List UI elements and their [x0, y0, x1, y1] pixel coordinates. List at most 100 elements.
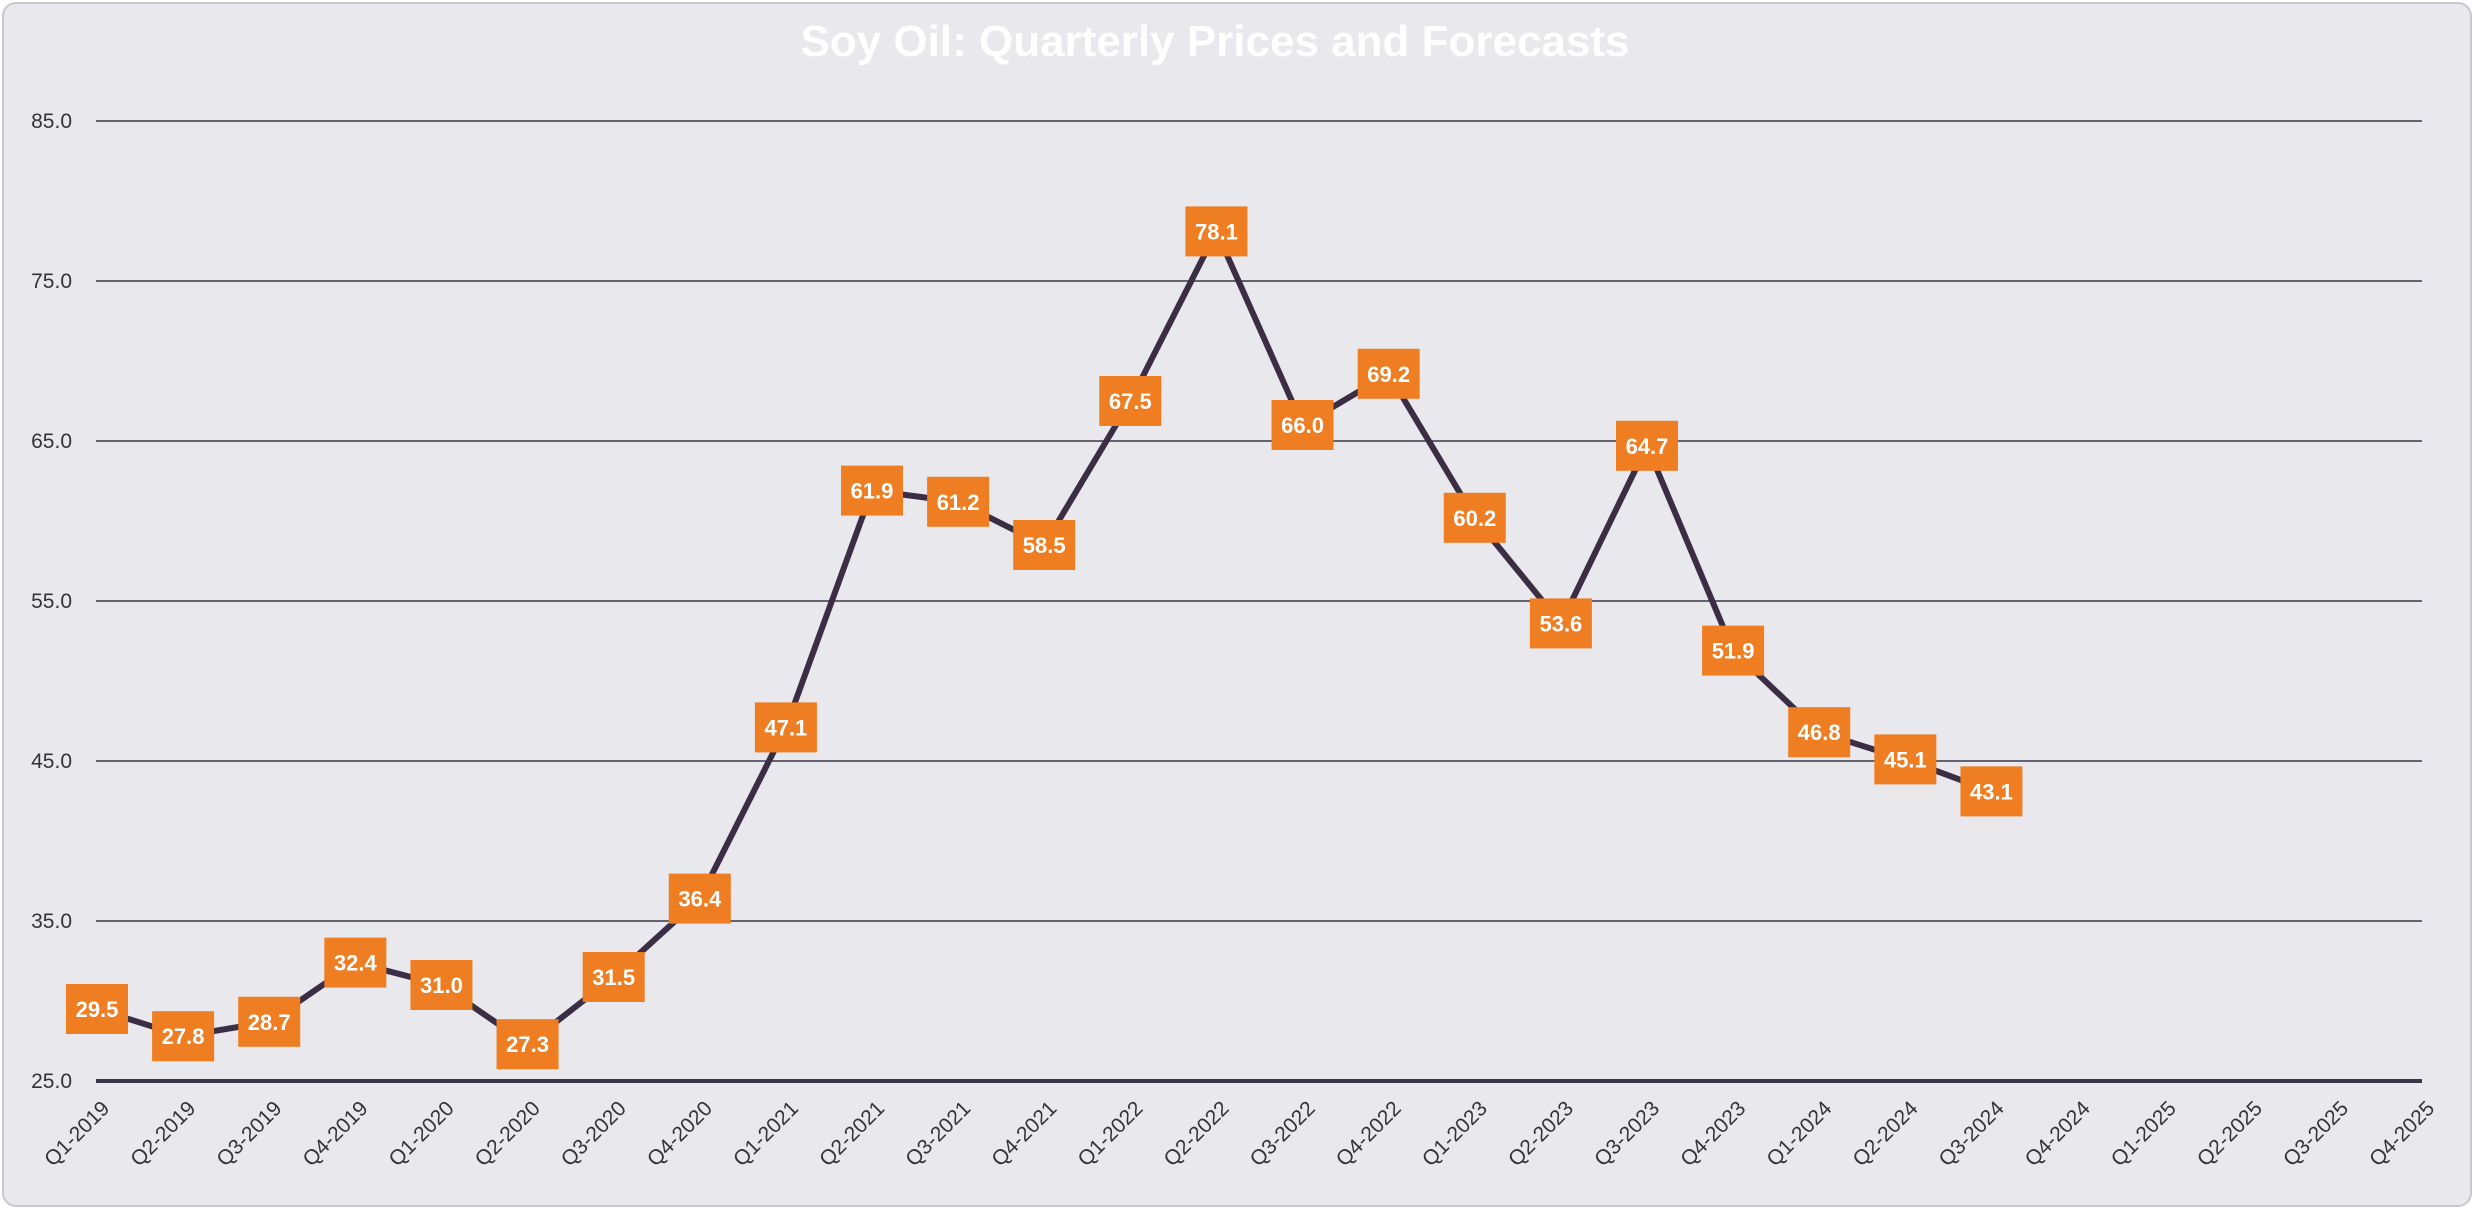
data-point-marker — [841, 465, 903, 516]
y-axis-ticks: 25.0 35.0 45.0 55.0 65.0 75.0 85.0 — [31, 110, 72, 1093]
x-tick-label: Q4-2024 — [2021, 1097, 2095, 1171]
y-tick-label: 35.0 — [31, 910, 72, 933]
x-tick-label: Q2-2022 — [1160, 1097, 1234, 1171]
data-point-marker — [238, 996, 301, 1047]
x-tick-label: Q3-2024 — [1935, 1097, 2009, 1171]
line-chart: Soy Oil: Quarterly Prices and Forecasts … — [31, 17, 2439, 1171]
data-point-marker — [1529, 598, 1592, 649]
x-tick-label: Q1-2023 — [1418, 1097, 1492, 1171]
data-label-text: 28.7 — [248, 1010, 291, 1035]
y-tick-label: 65.0 — [31, 430, 72, 453]
x-tick-label: Q4-2022 — [1332, 1097, 1406, 1171]
data-label-text: 31.5 — [592, 965, 635, 990]
data-label: 51.9 — [1702, 625, 1765, 676]
data-label-text: 29.5 — [76, 997, 119, 1022]
x-tick-label: Q3-2021 — [901, 1097, 975, 1171]
x-tick-label: Q2-2021 — [815, 1097, 889, 1171]
data-point-marker — [1357, 348, 1420, 399]
x-axis-ticks: Q1-2019 Q2-2019 Q3-2019 Q4-2019 Q1-2020 Q2-20… — [40, 1097, 2439, 1171]
x-tick-label: Q1-2022 — [1073, 1097, 1147, 1171]
data-label-text: 66.0 — [1281, 413, 1324, 438]
x-tick-label: Q3-2020 — [557, 1097, 631, 1171]
x-tick-label: Q1-2024 — [1762, 1097, 1836, 1171]
x-tick-label: Q2-2025 — [2193, 1097, 2267, 1171]
data-label: 27.3 — [496, 1019, 559, 1070]
data-label-text: 45.1 — [1884, 747, 1927, 772]
x-tick-label: Q4-2019 — [298, 1097, 372, 1171]
data-label-text: 61.2 — [937, 490, 980, 515]
data-point-marker — [1874, 734, 1937, 785]
data-label: 32.4 — [324, 937, 387, 988]
data-point-marker — [1788, 707, 1851, 758]
data-point-marker — [410, 960, 473, 1010]
data-label-text: 58.5 — [1023, 533, 1066, 558]
x-tick-label: Q3-2025 — [2279, 1097, 2353, 1171]
gridlines — [96, 120, 2422, 1083]
x-tick-label: Q2-2023 — [1504, 1097, 1578, 1171]
x-tick-label: Q4-2021 — [987, 1097, 1061, 1171]
data-label-text: 27.3 — [506, 1032, 549, 1057]
x-tick-label: Q1-2019 — [40, 1097, 114, 1171]
data-label: 58.5 — [1013, 520, 1076, 570]
data-label-text: 51.9 — [1712, 639, 1755, 664]
data-point-marker — [66, 984, 128, 1034]
x-tick-label: Q2-2019 — [126, 1097, 200, 1171]
data-label-text: 61.9 — [851, 479, 894, 504]
x-tick-label: Q1-2025 — [2107, 1097, 2181, 1171]
x-tick-label: Q3-2022 — [1246, 1097, 1320, 1171]
data-label-text: 47.1 — [764, 715, 807, 740]
data-label-text: 43.1 — [1970, 779, 2013, 804]
data-label-text: 67.5 — [1109, 389, 1152, 414]
data-label: 64.7 — [1616, 420, 1678, 471]
chart-title: Soy Oil: Quarterly Prices and Forecasts — [801, 17, 1630, 66]
x-tick-label: Q3-2023 — [1590, 1097, 1664, 1171]
x-tick-label: Q4-2020 — [643, 1097, 717, 1171]
data-label-text: 64.7 — [1626, 434, 1669, 459]
data-point-marker — [1185, 206, 1248, 257]
data-label-text: 78.1 — [1195, 219, 1238, 244]
y-tick-label: 45.0 — [31, 750, 72, 773]
data-label: 78.1 — [1185, 206, 1248, 257]
data-label: 45.1 — [1874, 734, 1937, 785]
x-tick-label: Q3-2019 — [212, 1097, 286, 1171]
data-label-text: 53.6 — [1539, 611, 1582, 636]
x-tick-label: Q1-2020 — [385, 1097, 459, 1171]
data-point-marker — [152, 1011, 215, 1062]
data-label: 31.5 — [582, 952, 645, 1002]
y-tick-label: 75.0 — [31, 270, 72, 293]
data-label: 69.2 — [1357, 348, 1420, 399]
data-point-marker — [1616, 420, 1678, 471]
x-tick-label: Q2-2020 — [471, 1097, 545, 1171]
data-label: 67.5 — [1099, 376, 1162, 426]
x-tick-label: Q2-2024 — [1848, 1097, 1922, 1171]
data-label: 27.8 — [152, 1011, 215, 1062]
data-point-marker — [1271, 400, 1334, 450]
y-tick-label: 25.0 — [31, 1070, 72, 1093]
data-label: 31.0 — [410, 960, 473, 1010]
data-point-marker — [754, 702, 817, 753]
data-label: 28.7 — [238, 996, 301, 1047]
data-label: 47.1 — [754, 702, 817, 753]
y-tick-label: 55.0 — [31, 590, 72, 613]
data-label-text: 31.0 — [420, 973, 463, 998]
data-label: 66.0 — [1271, 400, 1334, 450]
x-tick-label: Q4-2023 — [1676, 1097, 1750, 1171]
data-label: 60.2 — [1443, 492, 1506, 543]
data-point-marker — [1099, 376, 1162, 426]
y-tick-label: 85.0 — [31, 110, 72, 133]
data-point-marker — [582, 952, 645, 1002]
data-point-marker — [1960, 766, 2023, 817]
data-labels: 29.5 27.8 28.7 32.4 31.0 27.3 31.5 36.4 47.1 61.9… — [66, 206, 2023, 1070]
data-point-marker — [1013, 520, 1076, 570]
data-point-marker — [324, 937, 387, 988]
data-label-text: 27.8 — [162, 1024, 205, 1049]
data-label-text: 46.8 — [1798, 720, 1841, 745]
data-label: 61.2 — [927, 476, 990, 527]
data-label-text: 60.2 — [1453, 506, 1496, 531]
data-point-marker — [496, 1019, 559, 1070]
data-label-text: 36.4 — [678, 887, 722, 912]
data-point-marker — [1702, 625, 1765, 676]
x-tick-label: Q4-2025 — [2365, 1097, 2439, 1171]
x-tick-label: Q1-2021 — [729, 1097, 803, 1171]
